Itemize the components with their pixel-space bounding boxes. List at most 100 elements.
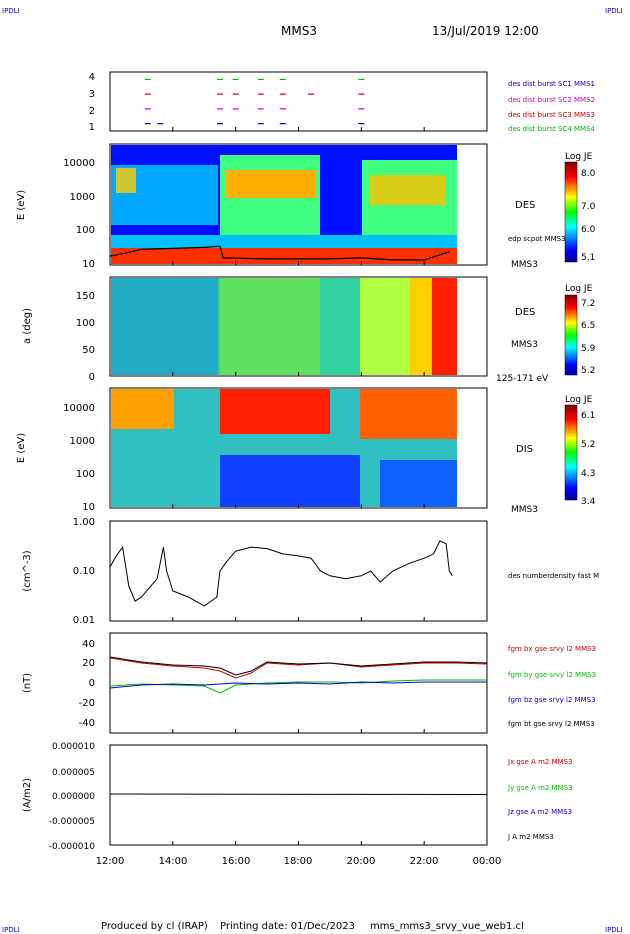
des-energy-instrument-label: DES <box>515 200 535 211</box>
des-pitch-energy-label: 125-171 eV <box>496 374 549 384</box>
des-energy-ytick-100: 100 <box>76 225 95 236</box>
dis-energy-ytick-10000: 10000 <box>63 403 95 414</box>
burst-legend-mms4: des dist burst SC4 MMS4 <box>508 125 596 133</box>
current-legend-jy: Jy gse A m2 MMS3 <box>507 784 573 792</box>
bfield-legend-bz: fgm bz gse srvy l2 MMS3 <box>508 696 596 704</box>
current-legend-jz: Jz gse A m2 MMS3 <box>507 808 572 816</box>
des-pitch-cbtick-2: 5.9 <box>581 344 596 354</box>
des-pitch-sc-label: MMS3 <box>511 340 538 350</box>
des-pitch-yticks: 150 100 50 0 <box>76 291 95 383</box>
dis-energy-sc-label: MMS3 <box>511 505 538 515</box>
des-pitch-colorbar-title: Log JE <box>565 284 593 294</box>
logo-left: IPDLI <box>2 7 20 15</box>
des-energy-yticks: 10000 1000 100 10 <box>63 158 95 270</box>
des-pitch-cbtick-0: 7.2 <box>581 299 595 309</box>
dis-energy-cbtick-3: 3.4 <box>581 497 596 507</box>
time-tick-2000: 20:00 <box>347 856 376 867</box>
bfield-series-0 <box>109 657 488 679</box>
bfield-legend-bt: fgm bt gse srvy l2 MMS3 <box>508 720 595 728</box>
density-yticks: 1.00 0.10 0.01 <box>73 517 95 626</box>
des-energy-sc-label: MMS3 <box>511 260 538 270</box>
burst-legend-mms2: des dist burst SC2 MMS2 <box>508 96 595 104</box>
dis-energy-cbtick-1: 5.2 <box>581 440 595 450</box>
des-energy-cbtick-2: 6.0 <box>581 225 596 235</box>
time-tick-0000: 00:00 <box>473 856 502 867</box>
burst-ytick-2: 2 <box>89 106 95 117</box>
dis-energy-yticks: 10000 1000 100 10 <box>63 403 95 513</box>
des-energy-cbtick-1: 7.0 <box>581 202 596 212</box>
des-energy-colorbar-title: Log JE <box>565 152 593 162</box>
des-energy-colorbar-ticks: 8.0 7.0 6.0 5.1 <box>581 169 596 263</box>
footer-produced-by: Produced by cl (IRAP) <box>101 921 208 932</box>
burst-legend: des dist burst SC1 MMS1 des dist burst S… <box>508 80 596 133</box>
density-ytick-0.01: 0.01 <box>73 615 95 626</box>
current-ytick-4: -0.000010 <box>49 842 95 852</box>
burst-ytick-labels: 4 3 2 1 <box>89 72 95 133</box>
time-tick-1600: 16:00 <box>222 856 251 867</box>
logo-right: IPDLI <box>605 7 623 15</box>
bfield-ytick-m40: -40 <box>79 718 95 729</box>
des-energy-ytick-1000: 1000 <box>70 192 95 203</box>
current-yticks: 0.000010 0.000005 0.000000 -0.000005 -0.… <box>49 742 95 852</box>
des-energy-cbtick-3: 5.1 <box>581 253 595 263</box>
dis-energy-spectrogram <box>111 389 457 507</box>
des-pitch-ylabel: a (deg) <box>22 308 33 344</box>
density-series-0 <box>109 540 453 607</box>
dis-energy-ylabel: E (eV) <box>16 433 27 463</box>
current-ytick-1: 0.000005 <box>52 768 95 778</box>
des-pitch-ytick-0: 0 <box>89 372 95 383</box>
bfield-ytick-40: 40 <box>82 639 95 650</box>
footer-filename: mms_mms3_srvy_vue_web1.cl <box>370 921 524 932</box>
time-tick-2200: 22:00 <box>410 856 439 867</box>
density-legend: des numberdensity fast M <box>508 572 599 580</box>
time-tick-1200: 12:00 <box>96 856 125 867</box>
bfield-ylabel: (nT) <box>22 673 33 693</box>
time-tick-1800: 18:00 <box>284 856 313 867</box>
burst-ytick-1: 1 <box>89 122 95 133</box>
des-pitch-instrument-label: DES <box>515 307 535 318</box>
bfield-series-1 <box>109 679 487 694</box>
panel-current-frame <box>109 744 488 846</box>
density-ytick-1: 1.00 <box>73 517 95 528</box>
current-ytick-0: 0.000010 <box>52 742 95 752</box>
des-pitch-colorbar-ticks: 7.2 6.5 5.9 5.2 <box>581 299 596 376</box>
des-pitch-cbtick-3: 5.2 <box>581 366 595 376</box>
panel-burst-frame <box>109 71 488 132</box>
current-legend: Jx gse A m2 MMS3 Jy gse A m2 MMS3 Jz gse… <box>507 758 573 841</box>
bfield-series-2 <box>109 681 487 689</box>
des-energy-ylabel: E (eV) <box>16 190 27 220</box>
dis-energy-colorbar-ticks: 6.1 5.2 4.3 3.4 <box>581 411 596 507</box>
current-ylabel: (A/m2) <box>22 778 33 812</box>
current-ytick-2: 0.000000 <box>52 792 95 802</box>
des-energy-scpot-label: edp scpot MMS3 <box>508 235 566 243</box>
datetime-title: 13/Jul/2019 12:00 <box>432 24 539 38</box>
dis-energy-ytick-100: 100 <box>76 469 95 480</box>
dis-energy-ytick-10: 10 <box>82 502 95 513</box>
time-axis-labels: 12:00 14:00 16:00 18:00 20:00 22:00 00:0… <box>96 856 502 867</box>
bfield-ytick-20: 20 <box>82 658 95 669</box>
bfield-series-3 <box>109 656 488 676</box>
dis-energy-instrument-label: DIS <box>516 444 533 455</box>
colorbar-des-pitch <box>564 294 578 376</box>
des-energy-spectrogram <box>111 145 457 264</box>
des-pitch-spectrogram <box>111 278 457 375</box>
des-energy-ytick-10: 10 <box>82 259 95 270</box>
bfield-legend: fgm bx gse srvy l2 MMS3 fgm by gse srvy … <box>508 645 596 728</box>
burst-legend-mms3: des dist burst SC3 MMS3 <box>508 111 595 119</box>
des-pitch-ytick-50: 50 <box>82 345 95 356</box>
bfield-ytick-m20: -20 <box>79 698 95 709</box>
current-legend-jx: Jx gse A m2 MMS3 <box>507 758 573 766</box>
des-energy-cbtick-0: 8.0 <box>581 169 596 179</box>
current-ytick-3: -0.000005 <box>49 817 95 827</box>
des-energy-ytick-10000: 10000 <box>63 158 95 169</box>
bfield-ytick-0: 0 <box>89 678 95 689</box>
bfield-legend-by: fgm by gse srvy l2 MMS3 <box>508 671 596 679</box>
footer-logo-right: IPDLI <box>605 926 623 934</box>
density-ytick-0.1: 0.10 <box>73 566 95 577</box>
burst-ytick-4: 4 <box>89 72 95 83</box>
current-legend-j: J A m2 MMS3 <box>507 833 554 841</box>
des-pitch-ytick-150: 150 <box>76 291 95 302</box>
des-pitch-cbtick-1: 6.5 <box>581 321 595 331</box>
colorbar-dis-energy <box>564 404 578 501</box>
